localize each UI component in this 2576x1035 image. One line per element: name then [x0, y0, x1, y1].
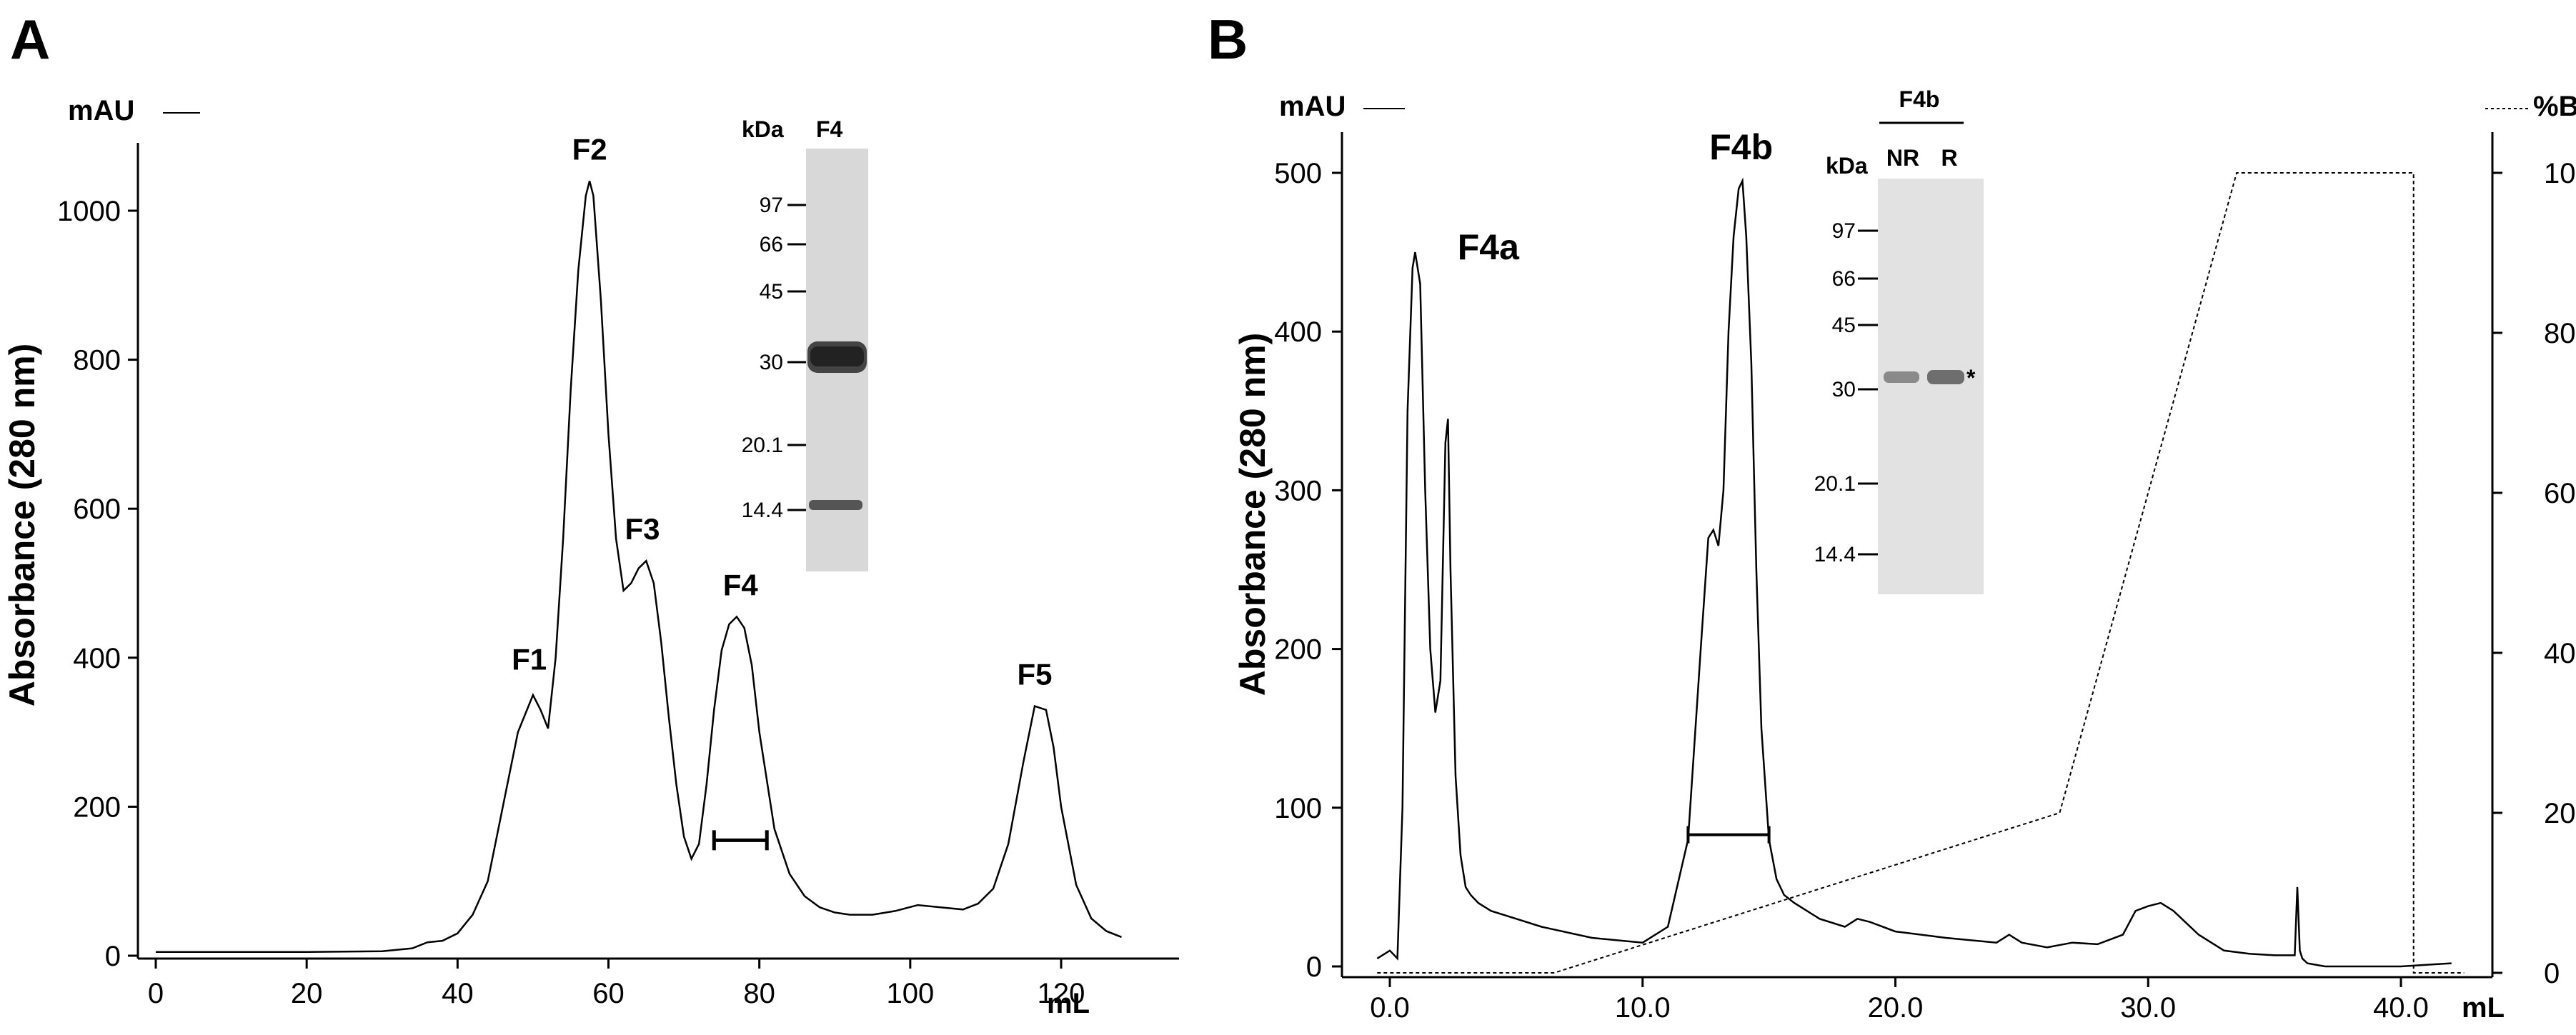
panel-a-y-unit: mAU [68, 95, 134, 126]
panel-a-absorbance-trace [156, 180, 1122, 954]
panel-a-gel-marker-label: 97 [760, 194, 783, 217]
panel-b-gel-marker-label: 97 [1832, 219, 1856, 243]
panel-a-gel-markers: 97 66 45 30 20.1 14.4 [742, 194, 806, 522]
panel-b-percent-b-trace [1377, 172, 2465, 974]
panel-a-gel-band-minor [809, 500, 862, 510]
panel-b-y2-tick-label: 100 [2544, 158, 2576, 189]
panel-a-x-ticks: 0 20 40 60 80 100 120 [148, 959, 1085, 1009]
panel-b-x-ticks: 0.0 10.0 20.0 30.0 40.0 [1370, 977, 2429, 1024]
panel-b-gel-markers: 97 66 45 30 20.1 14.4 [1814, 219, 1878, 566]
panel-a-x-tick-label: 40 [442, 978, 474, 1009]
panel-b-y2-tick-label: 20 [2544, 798, 2576, 829]
panel-a-y-ticks: 0 200 400 600 800 1000 [57, 196, 138, 972]
panel-b-y-tick-label: 300 [1274, 475, 1322, 506]
panel-a-peak-label-f4: F4 [723, 568, 759, 601]
panel-b-y-unit: mAU [1279, 91, 1346, 122]
panel-b-collection-bar [1686, 826, 1771, 844]
panel-a-x-tick-label: 100 [886, 978, 934, 1009]
panel-b-gel-lane-r: R [1941, 145, 1957, 171]
panel-b-peak-label-f4a: F4a [1458, 227, 1520, 267]
panel-a-x-tick-label: 0 [148, 978, 164, 1009]
panel-b-gel-asterisk: * [1966, 365, 1976, 391]
panel-b-x-tick-label: 10.0 [1615, 992, 1671, 1024]
panel-b-gel-lane [1878, 179, 1984, 594]
panel-a-gel-band-major-core [810, 346, 864, 366]
panel-b-y2-tick-label: 60 [2544, 478, 2576, 509]
panel-a-peak-label-f5: F5 [1018, 658, 1053, 691]
panel-b-gel-lane-nr: NR [1886, 145, 1919, 171]
panel-a-x-tick-label: 80 [743, 978, 775, 1009]
panel-b-gel-header: F4b [1899, 86, 1940, 112]
panel-b-y-tick-label: 200 [1274, 634, 1322, 666]
panel-b-y2-tick-label: 80 [2544, 318, 2576, 349]
panel-b-y2-tick-label: 0 [2544, 958, 2560, 989]
panel-a-inset-gel: kDa F4 97 66 45 30 20.1 14.4 [742, 116, 868, 571]
panel-b-x-tick-label: 20.0 [1868, 992, 1924, 1024]
panel-b: B mAU %B Absorbance (280 nm) 01002003004… [1208, 8, 2576, 1024]
panel-a-peak-labels: F1 F2 F3 F4 F5 [512, 132, 1052, 691]
panel-b-gel-marker-label: 20.1 [1814, 472, 1856, 496]
panel-a-y-tick-label: 600 [73, 494, 121, 525]
panel-b-x-tick-label: 30.0 [2120, 992, 2176, 1024]
panel-a-x-unit: mL [1047, 988, 1090, 1019]
panel-b-y-tick-label: 400 [1274, 316, 1322, 348]
panel-a-peak-label-f2: F2 [572, 132, 607, 166]
panel-a-gel-marker-label: 30 [760, 351, 783, 374]
panel-b-y-tick-label: 500 [1274, 158, 1322, 189]
panel-b-gel-band-nr [1884, 371, 1919, 383]
panel-b-y2-ticks: 0 20 40 60 80 100 [2492, 158, 2576, 989]
panel-b-gel-marker-label: 66 [1832, 267, 1856, 291]
panel-a-y-tick-label: 1000 [57, 196, 121, 227]
panel-b-x-unit: mL [2462, 992, 2505, 1024]
panel-a-x-tick-label: 60 [592, 978, 625, 1009]
panel-a-letter: A [10, 8, 50, 71]
panel-a-peak-label-f1: F1 [512, 643, 547, 676]
panel-b-gel-band-r [1927, 370, 1964, 384]
panel-a-gel-kda: kDa [742, 116, 784, 142]
panel-a-gel-marker-label: 20.1 [742, 434, 783, 457]
panel-b-x-tick-label: 0.0 [1370, 992, 1410, 1024]
panel-a-y-tick-label: 800 [73, 345, 121, 376]
panel-b-y-tick-label: 0 [1306, 951, 1322, 983]
panel-a-y-tick-label: 400 [73, 643, 121, 674]
panel-b-peak-labels: F4a F4b [1458, 127, 1773, 267]
panel-a-x-tick-label: 120 [1038, 978, 1085, 1009]
panel-a-y-axis-title: Absorbance (280 nm) [2, 344, 42, 706]
panel-a-gel-lane-label: F4 [816, 116, 843, 142]
panel-b-y-ticks: 0 100 200 300 400 500 [1274, 158, 1342, 983]
panel-b-y-axis-title: Absorbance (280 nm) [1233, 333, 1273, 696]
panel-b-gel-kda: kDa [1826, 153, 1868, 179]
panel-b-gel-marker-label: 30 [1832, 378, 1856, 401]
panel-a-y-tick-label: 200 [73, 791, 121, 823]
panel-b-x-tick-label: 40.0 [2373, 992, 2429, 1024]
panel-b-inset-gel: F4b kDa NR R * 97 66 45 30 20.1 14.4 [1814, 86, 1984, 594]
panel-a-gel-marker-label: 45 [760, 280, 783, 304]
panel-a-peak-label-f3: F3 [625, 512, 660, 546]
panel-b-gel-marker-label: 45 [1832, 314, 1856, 337]
panel-b-letter: B [1208, 8, 1248, 71]
panel-a-gel-marker-label: 14.4 [742, 499, 783, 522]
panel-a-x-tick-label: 20 [291, 978, 323, 1009]
panel-b-y2-unit: %B [2533, 91, 2576, 122]
panel-a-y-tick-label: 0 [105, 941, 121, 972]
panel-b-y-tick-label: 100 [1274, 793, 1322, 824]
panel-a-gel-marker-label: 66 [760, 233, 783, 256]
panel-a: A mAU Absorbance (280 nm) 02004006008001… [2, 8, 1179, 1019]
panel-b-gel-marker-label: 14.4 [1814, 543, 1856, 566]
panel-b-absorbance-trace [1376, 177, 2452, 968]
panel-b-y2-tick-label: 40 [2544, 638, 2576, 669]
panel-b-peak-label-f4b: F4b [1709, 127, 1773, 167]
panel-a-collection-bar [712, 830, 769, 851]
